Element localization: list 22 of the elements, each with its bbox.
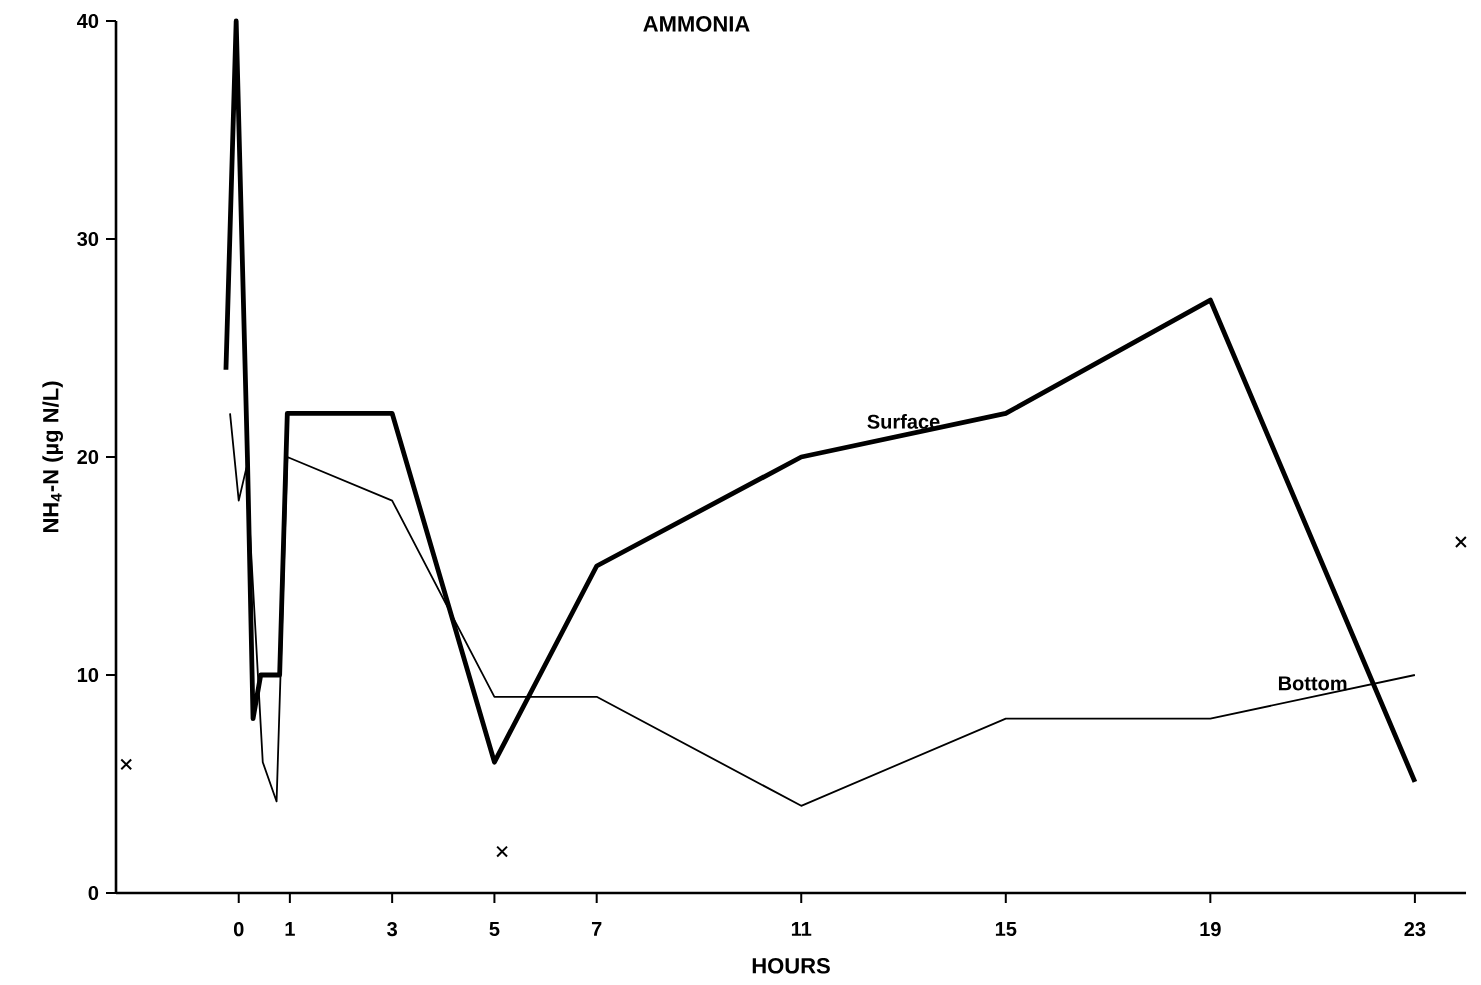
x-tick-label: 19 [1200, 922, 1221, 937]
y-tick-label: 40 [77, 13, 99, 29]
y-tick-label: 20 [77, 449, 99, 465]
series-label: Surface [867, 414, 940, 429]
point [120, 758, 133, 771]
y-tick-label: 0 [88, 885, 99, 901]
x-tick-label: 7 [591, 922, 602, 936]
chart-title: AMMONIA [643, 16, 750, 32]
x-tick-label: 11 [791, 922, 812, 936]
x-tick-label: 23 [1404, 922, 1426, 937]
y-axis-title: NH$_{4}$-N (µg N/L) [42, 381, 63, 533]
series-label: Bottom [1278, 676, 1347, 691]
point [496, 845, 509, 858]
y-tick-label: 10 [77, 667, 99, 683]
x-tick-label: 3 [387, 922, 397, 937]
y-tick-label: 30 [77, 231, 99, 247]
point [1454, 536, 1467, 548]
x-tick-label: 0 [233, 922, 244, 937]
x-tick-label: 1 [285, 922, 295, 936]
x-axis-title: HOURS [752, 958, 830, 974]
x-tick-label: 15 [995, 922, 1017, 937]
x-tick-label: 5 [489, 922, 500, 937]
